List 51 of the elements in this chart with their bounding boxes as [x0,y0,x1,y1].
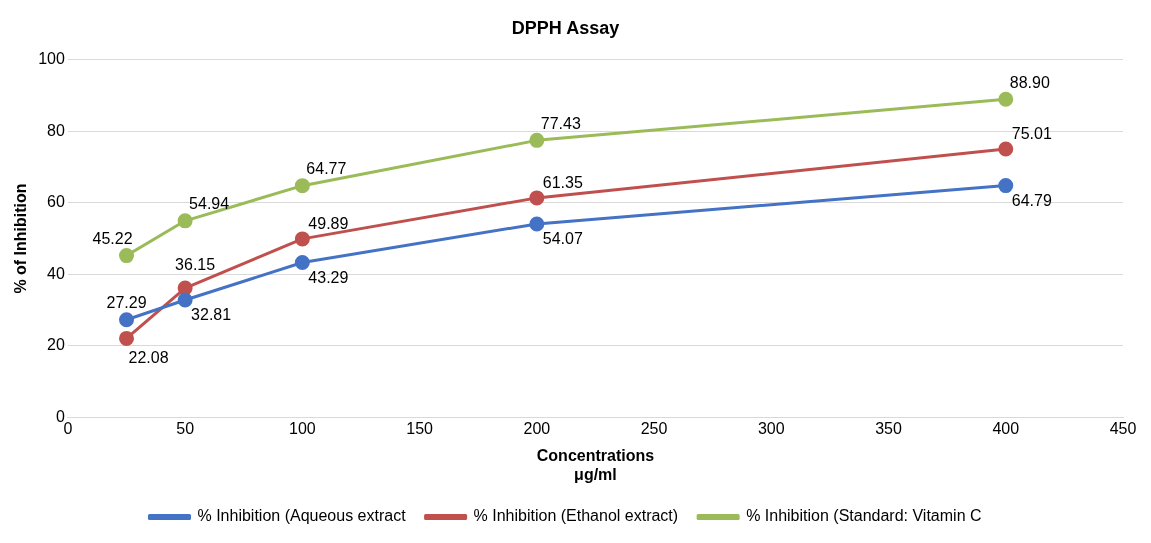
x-axis-title: Concentrations μg/ml [536,446,655,483]
data-label: 27.29 [106,294,147,312]
y-tick-label: 20 [47,336,65,354]
legend-label: % Inhibition (Aqueous extract [197,507,407,525]
chart-title: DPPH Assay [511,17,620,38]
point [177,280,193,296]
x-tick-label: 50 [176,420,195,438]
data-label: 45.22 [92,230,133,248]
point [998,178,1014,194]
y-tick-label: 0 [55,407,65,425]
point [529,190,545,206]
y-tick-label: 60 [47,193,65,211]
data-label: 54.07 [542,230,583,248]
data-label: 49.89 [308,215,349,233]
point [998,141,1014,157]
point [294,231,310,247]
y-tick-label: 40 [47,264,65,282]
x-tick-label: 250 [640,420,668,438]
data-label: 64.79 [1011,191,1052,209]
data-label: 36.15 [175,256,216,274]
legend-label: % Inhibition (Standard: Vitamin C [746,507,982,525]
point [119,312,135,328]
point [294,178,310,194]
point [998,91,1014,107]
data-label: 22.08 [128,348,169,366]
y-tick-label: 80 [47,121,65,139]
x-tick-label: 350 [875,420,902,438]
x-tick-label: 200 [523,420,551,438]
x-tick-label: 300 [757,420,785,438]
data-label: 88.90 [1009,73,1050,91]
data-label: 54.94 [189,195,230,213]
y-axis-title: % of Inhibition [12,183,30,294]
data-label: 64.77 [306,160,347,178]
x-tick-label: 100 [289,420,316,438]
data-label: 32.81 [191,306,232,324]
data-label: 77.43 [540,114,581,132]
point [119,248,135,264]
x-tick-label: 150 [406,420,434,438]
y-tick-label: 100 [38,50,65,68]
point [119,330,135,346]
x-tick-label: 400 [992,420,1020,438]
point [177,292,193,308]
point [529,132,545,148]
point [294,255,310,271]
legend-label: % Inhibition (Ethanol extract) [473,507,679,525]
point [529,216,545,232]
data-label: 61.35 [542,174,583,192]
data-label: 43.29 [308,268,349,286]
data-label: 75.01 [1011,125,1052,143]
point [177,213,193,229]
x-tick-label: 450 [1109,420,1137,438]
